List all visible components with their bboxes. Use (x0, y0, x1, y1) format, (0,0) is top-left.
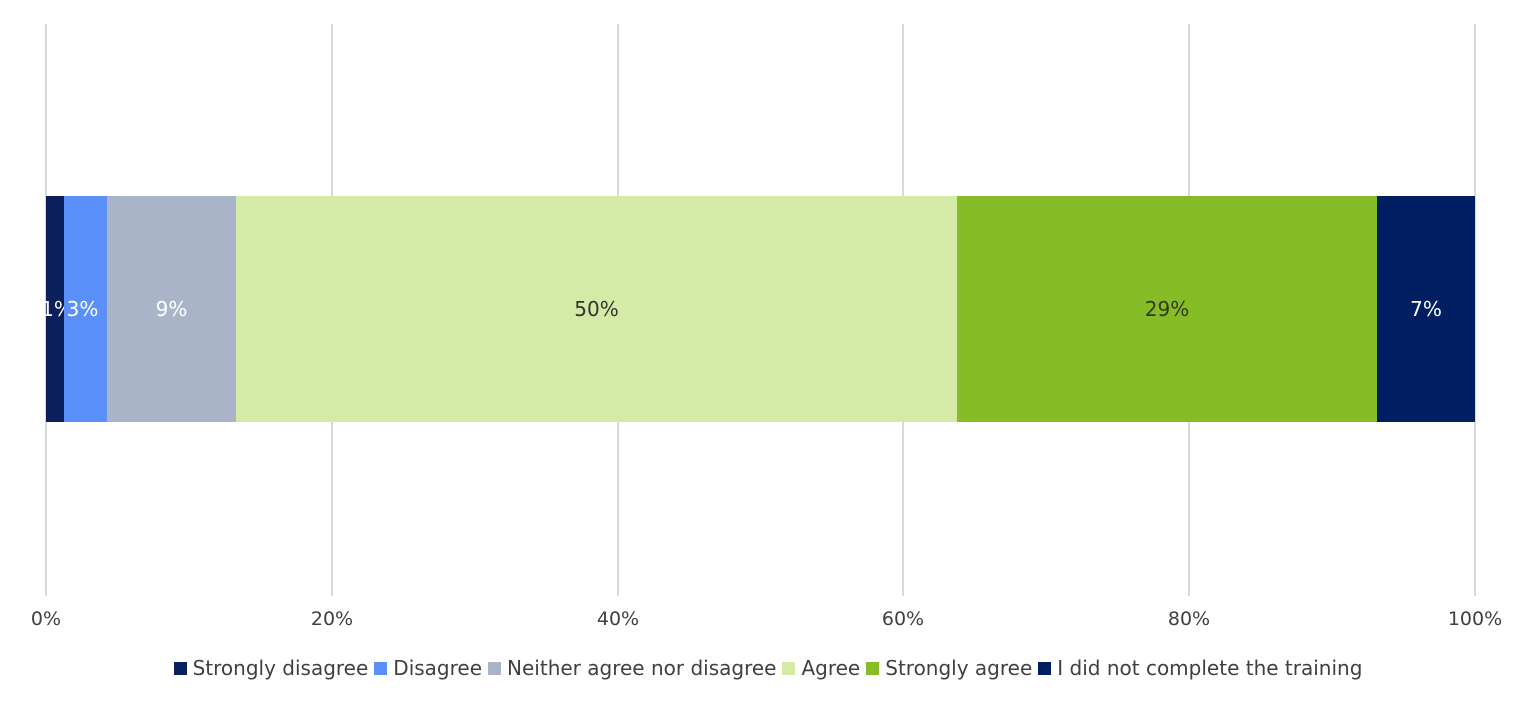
legend-label: Agree (801, 656, 861, 680)
segment-label: 9% (155, 297, 188, 321)
legend-item-did-not-complete[interactable]: I did not complete the training (1038, 656, 1362, 680)
legend-item-strongly-agree[interactable]: Strongly agree (866, 656, 1032, 680)
segment-label: 50% (574, 297, 619, 321)
segment-strongly-agree: 29% (957, 196, 1377, 422)
plot-area: 1% 3% 9% 50% 29% 7% (41, 24, 1476, 596)
segment-strongly-disagree: 1% (41, 196, 73, 422)
legend-swatch-icon (173, 661, 187, 675)
segment-agree: 50% (236, 196, 957, 422)
gridline-100 (1474, 24, 1476, 596)
segment-did-not-complete: 7% (1377, 196, 1475, 422)
segment-label: 3% (66, 297, 99, 321)
legend-item-strongly-disagree[interactable]: Strongly disagree (173, 656, 369, 680)
legend-item-agree[interactable]: Agree (782, 656, 860, 680)
stacked-bar: 1% 3% 9% 50% 29% 7% (41, 196, 1475, 422)
legend-swatch-icon (1038, 661, 1052, 675)
legend-item-disagree[interactable]: Disagree (374, 656, 482, 680)
legend-swatch-icon (488, 661, 502, 675)
segment-label: 29% (1144, 297, 1190, 321)
legend-swatch-icon (374, 661, 388, 675)
x-tick-80: 80% (1167, 608, 1211, 630)
x-tick-40: 40% (596, 608, 640, 630)
segment-disagree: 3% (64, 196, 107, 422)
legend-label: Strongly agree (885, 656, 1033, 680)
legend-item-neither[interactable]: Neither agree nor disagree (488, 656, 776, 680)
segment-neither: 9% (107, 196, 236, 422)
segment-label: 7% (1410, 297, 1442, 321)
legend: Strongly disagree Disagree Neither agree… (0, 656, 1536, 680)
legend-swatch-icon (782, 661, 796, 675)
legend-label: Strongly disagree (192, 656, 369, 680)
legend-swatch-icon (866, 661, 880, 675)
legend-label: Neither agree nor disagree (507, 656, 777, 680)
x-tick-60: 60% (881, 608, 925, 630)
x-tick-100: 100% (1447, 608, 1503, 630)
legend-label: I did not complete the training (1057, 656, 1363, 680)
x-tick-0: 0% (30, 608, 62, 630)
legend-label: Disagree (393, 656, 483, 680)
x-tick-20: 20% (310, 608, 354, 630)
